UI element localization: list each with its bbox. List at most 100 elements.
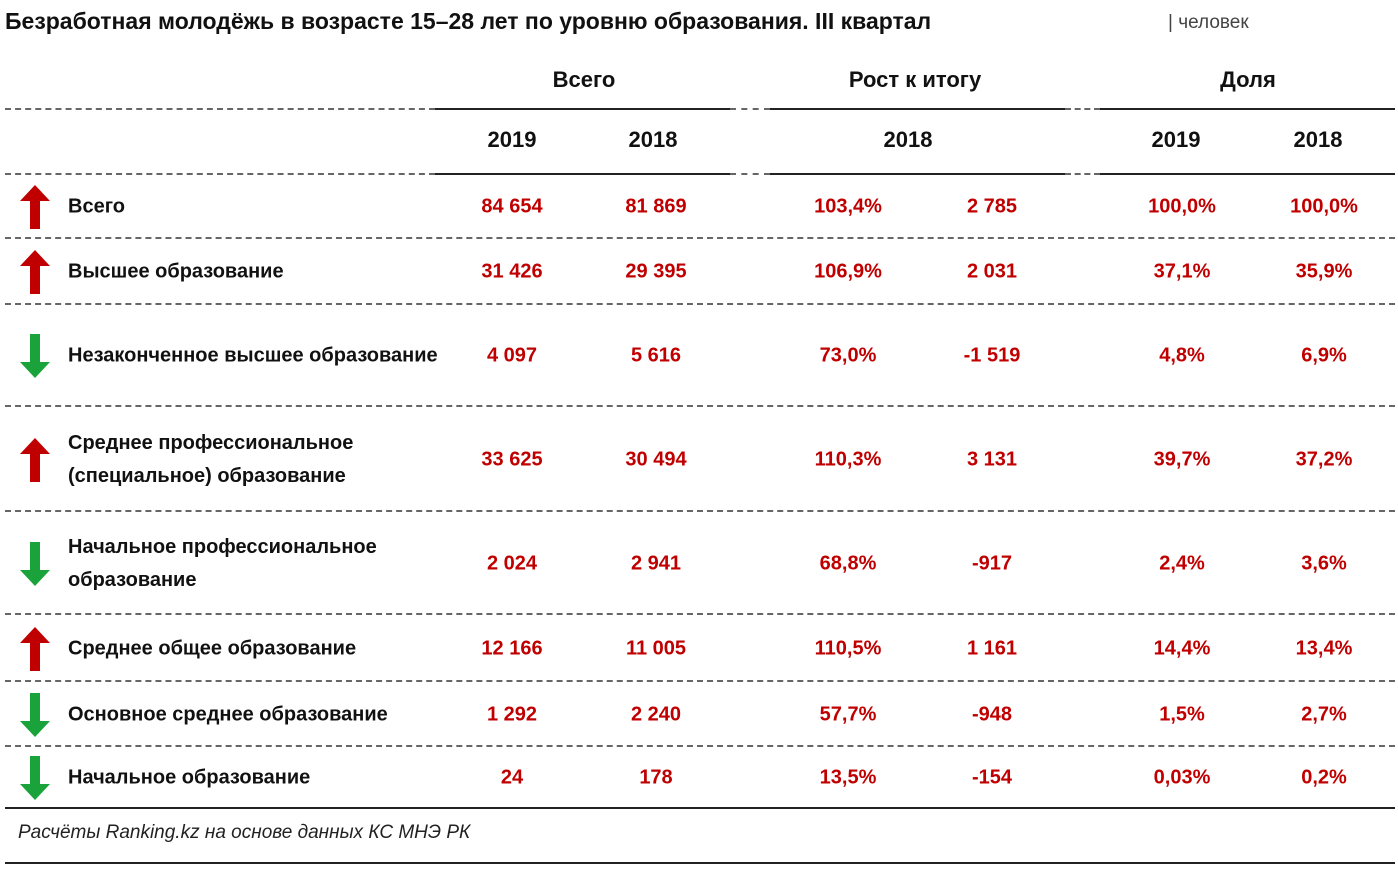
rule: [1100, 173, 1395, 175]
cell: 2,4%: [1159, 552, 1205, 574]
cell: 100,0%: [1148, 195, 1216, 218]
sub-header: 2019: [1151, 127, 1201, 152]
cell: 3 131: [966, 448, 1018, 470]
cell: 57,7%: [819, 703, 877, 725]
rule: [730, 108, 770, 110]
cell: 37,2%: [1295, 448, 1353, 470]
cell: 6,9%: [1301, 344, 1347, 367]
cell: 100,0%: [1290, 195, 1358, 218]
trend-arrow: [20, 185, 50, 229]
rule: [730, 173, 770, 175]
rule: [1100, 108, 1395, 110]
cell: 30 494: [625, 448, 687, 470]
cell: 2 941: [630, 552, 682, 574]
cell: 0,03%: [1153, 766, 1211, 789]
cell: 103,4%: [814, 195, 882, 218]
cell: -948: [971, 703, 1013, 725]
trend-arrow: [20, 437, 50, 482]
rule: [770, 173, 1065, 175]
cell: 39,7%: [1153, 448, 1211, 470]
arrow-shape: [20, 541, 50, 586]
rule: [5, 745, 1395, 747]
cell: 2 024: [486, 552, 538, 574]
rule: [1065, 108, 1100, 110]
cell: 13,4%: [1295, 637, 1353, 659]
cell: 2 031: [966, 260, 1018, 283]
cell: 3,6%: [1301, 552, 1347, 574]
rule: [5, 303, 1395, 305]
rule: [435, 108, 730, 110]
cell: 2,7%: [1301, 703, 1347, 725]
arrow-shape: [20, 692, 50, 737]
arrow-shape: [20, 437, 50, 482]
sub-header: 2019: [487, 127, 537, 152]
arrow-shape: [20, 334, 50, 378]
cell: 84 654: [481, 195, 543, 218]
cell: 13,5%: [819, 766, 877, 789]
trend-arrow: [20, 334, 50, 378]
cell: -917: [971, 552, 1013, 574]
group-header: Всего: [552, 67, 616, 92]
arrow-shape: [20, 626, 50, 671]
arrow-shape: [20, 756, 50, 800]
cell: 31 426: [481, 260, 543, 283]
cell: 4,8%: [1159, 344, 1205, 367]
rule: [5, 510, 1395, 512]
arrow-shape: [20, 185, 50, 229]
rule: [5, 613, 1395, 615]
cell: 81 869: [625, 195, 687, 218]
cell: 33 625: [481, 448, 543, 470]
cell: 2 785: [966, 195, 1018, 218]
row-label: Среднее общее образование: [68, 637, 357, 659]
row-label: Начальное образование: [68, 766, 311, 789]
cell: 35,9%: [1295, 260, 1353, 283]
cell: 68,8%: [819, 552, 877, 574]
rule: [5, 108, 435, 110]
row-label: Незаконченное высшее образование: [68, 344, 438, 367]
group-header: Доля: [1220, 67, 1276, 92]
rule: [1065, 173, 1100, 175]
rule: [5, 807, 1395, 809]
arrow-shape: [20, 250, 50, 294]
rule: [5, 237, 1395, 239]
cell: 73,0%: [819, 344, 877, 367]
cell: 0,2%: [1301, 766, 1347, 789]
cell: 12 166: [481, 637, 543, 659]
row-label: Основное среднее образование: [68, 703, 388, 725]
rule: [435, 173, 730, 175]
cell: 29 395: [625, 260, 687, 283]
cell: 5 616: [630, 344, 682, 367]
trend-arrow: [20, 626, 50, 671]
cell: 110,3%: [814, 448, 882, 470]
rule: [5, 680, 1395, 682]
trend-arrow: [20, 756, 50, 800]
cell: 24: [500, 766, 524, 789]
sub-header: 2018: [883, 127, 933, 152]
row-label: Высшее образование: [68, 260, 284, 283]
sub-header: 2018: [628, 127, 678, 152]
cell: 4 097: [486, 344, 538, 367]
trend-arrow: [20, 692, 50, 737]
row-label: Начальное профессиональное образование: [68, 535, 377, 591]
sub-header: 2018: [1293, 127, 1343, 152]
trend-arrow: [20, 250, 50, 294]
row-label: Всего: [68, 195, 125, 218]
cell: 2 240: [630, 703, 682, 725]
rule: [770, 108, 1065, 110]
trend-arrow: [20, 541, 50, 586]
cell: -1 519: [963, 344, 1021, 367]
cell: 178: [639, 766, 673, 789]
cell: 37,1%: [1153, 260, 1211, 283]
rule: [5, 173, 435, 175]
title: Безработная молодёжь в возрасте 15–28 ле…: [5, 8, 932, 34]
row-label: Среднее профессиональное (специальное) о…: [68, 431, 354, 487]
rule: [5, 862, 1395, 864]
rule: [5, 405, 1395, 407]
cell: 11 005: [625, 637, 687, 659]
cell: 14,4%: [1153, 637, 1211, 659]
cell: 1,5%: [1159, 703, 1205, 725]
cell: 1 161: [966, 637, 1018, 659]
cell: -154: [971, 766, 1013, 789]
cell: 110,5%: [814, 637, 882, 659]
